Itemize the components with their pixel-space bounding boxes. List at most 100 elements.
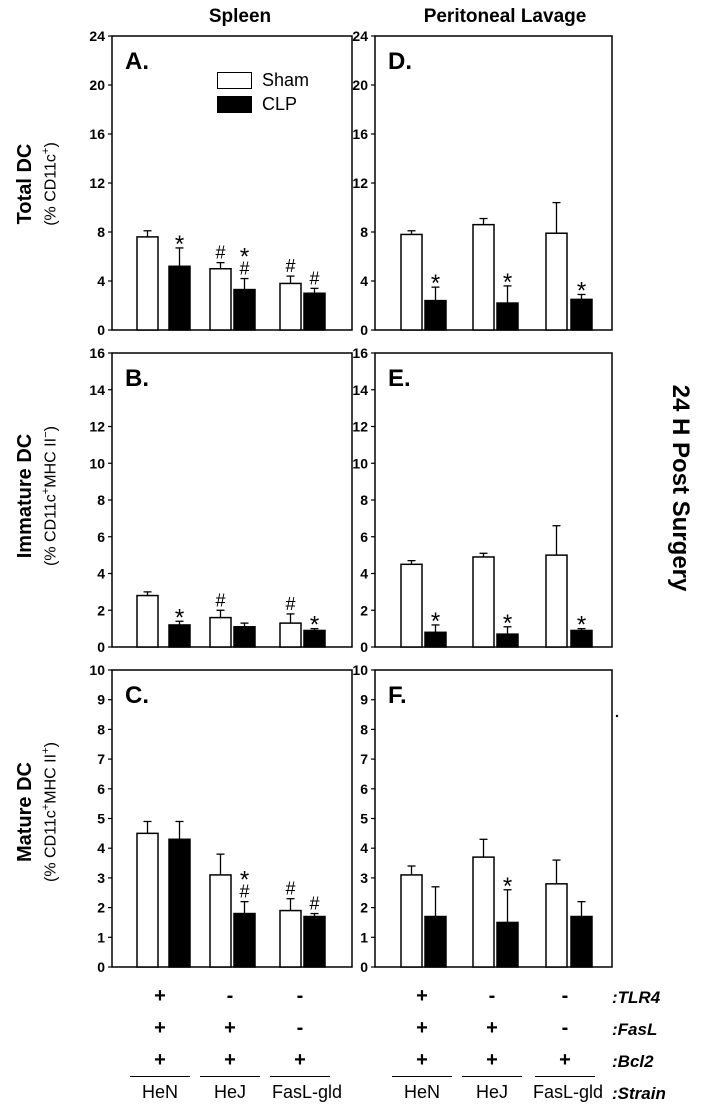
y-tick-label: 0 — [360, 959, 368, 975]
clp-bar — [496, 921, 519, 968]
y-tick-label: 8 — [97, 492, 105, 508]
tlr4-heJ: - — [226, 985, 234, 1007]
panel-b: 0 2 4 6 8 10 12 14 16 B. * # # * — [89, 345, 353, 655]
sham-bar — [472, 856, 495, 968]
sham-bar — [279, 282, 302, 331]
y-tick-label: 4 — [97, 273, 105, 289]
panel-letter: E. — [388, 365, 411, 392]
y-tick-label: 10 — [352, 662, 368, 678]
row-label-bcl2: :Bcl2 — [612, 1052, 654, 1071]
y-tick-label: 7 — [360, 751, 368, 767]
bcl2-heN: + — [416, 1049, 428, 1071]
clp-bar — [424, 915, 447, 968]
y-tick-label: 0 — [97, 959, 105, 975]
y-tick-label: 10 — [89, 455, 105, 471]
panel-f: 0 1 2 3 4 5 6 7 8 9 10 F. * — [352, 662, 613, 975]
y-tick-label: 6 — [97, 781, 105, 797]
hash-mark: # — [285, 256, 295, 276]
tlr4-heN: + — [154, 985, 166, 1007]
clp-bar — [168, 265, 191, 331]
y-tick-label: 6 — [360, 529, 368, 545]
y-tick-label: 16 — [89, 345, 105, 361]
y-tick-label: 6 — [360, 781, 368, 797]
y-tick-label: 4 — [360, 273, 368, 289]
legend-item-sham: Sham — [217, 68, 309, 92]
asterisk-mark: * — [503, 610, 512, 637]
y-tick-label: 7 — [97, 751, 105, 767]
asterisk-mark: * — [310, 612, 319, 639]
underline — [462, 1076, 522, 1077]
clp-bar — [233, 288, 256, 331]
y-tick-label: 6 — [97, 529, 105, 545]
asterisk-mark: * — [240, 244, 249, 271]
y-tick-label: 12 — [89, 175, 105, 191]
tlr4-fasl-gld: - — [296, 985, 304, 1007]
clp-bar — [424, 299, 447, 331]
y-tick-label: 3 — [97, 870, 105, 886]
spleen-column-title: Spleen — [208, 6, 272, 27]
y-tick-label: 4 — [360, 566, 368, 582]
asterisk-mark: * — [577, 612, 586, 639]
y-tick-label: 8 — [360, 721, 368, 737]
y-tick-label: 2 — [360, 602, 368, 618]
y-tick-label: 16 — [352, 345, 368, 361]
strain-heN: HeN — [403, 1082, 440, 1102]
y-tick-label: 14 — [89, 382, 105, 398]
y-tick-label: 8 — [360, 492, 368, 508]
fasl-heN: + — [416, 1017, 428, 1039]
legend-swatch-clp — [217, 95, 252, 113]
strain-heJ: HeJ — [213, 1082, 246, 1102]
asterisk-mark: * — [431, 608, 440, 635]
legend-swatch-sham — [217, 71, 252, 89]
sham-bar — [136, 594, 159, 648]
panel-letter: D. — [388, 48, 412, 75]
underline — [392, 1076, 452, 1077]
y-tick-label: 8 — [97, 224, 105, 240]
tlr4-heN: + — [416, 985, 428, 1007]
strain-fasl-gld: FasL-gld — [532, 1082, 604, 1102]
clp-bar — [303, 292, 326, 331]
panel-d: 0 4 8 12 16 20 24 D. * * * — [352, 28, 613, 338]
y-tick-label: 2 — [97, 900, 105, 916]
y-tick-label: 20 — [89, 77, 105, 93]
tlr4-heJ: - — [488, 985, 496, 1007]
legend: Sham CLP — [217, 68, 309, 116]
underline — [270, 1076, 330, 1077]
stray-dot — [615, 714, 619, 718]
clp-bar — [168, 838, 191, 968]
legend-label-sham: Sham — [262, 69, 310, 90]
clp-bar — [496, 302, 519, 331]
asterisk-mark: * — [431, 270, 440, 297]
underline — [130, 1076, 190, 1077]
sham-bar — [136, 832, 159, 968]
sham-bar — [400, 563, 423, 648]
hash-mark: # — [309, 268, 319, 288]
sham-bar — [400, 233, 423, 331]
clp-bar — [570, 915, 593, 968]
asterisk-mark: * — [503, 269, 512, 296]
peritoneal-column-title: Peritoneal Lavage — [423, 6, 587, 27]
sham-bar — [472, 223, 495, 331]
underline — [535, 1076, 595, 1077]
y-tick-label: 12 — [352, 175, 368, 191]
panel-e: 0 2 4 6 8 10 12 14 16 E. * * * — [352, 345, 613, 655]
clp-bar — [303, 915, 326, 968]
panel-letter: F. — [388, 682, 407, 709]
sham-bar — [209, 616, 232, 648]
tlr4-fasl-gld: - — [561, 985, 569, 1007]
strain-heJ: HeJ — [475, 1082, 508, 1102]
hash-mark: # — [285, 879, 295, 899]
underline — [200, 1076, 260, 1077]
sham-bar — [136, 236, 159, 331]
y-tick-label: 4 — [97, 840, 105, 856]
strain-heN: HeN — [141, 1082, 178, 1102]
sham-bar — [545, 232, 568, 331]
sham-bar — [209, 874, 232, 968]
y-tick-label: 0 — [360, 322, 368, 338]
y-tick-label: 5 — [360, 811, 368, 827]
y-tick-label: 2 — [360, 900, 368, 916]
y-tick-label: 0 — [360, 639, 368, 655]
y-tick-label: 8 — [97, 721, 105, 737]
hash-mark: # — [239, 882, 249, 902]
sham-bar — [279, 909, 302, 968]
